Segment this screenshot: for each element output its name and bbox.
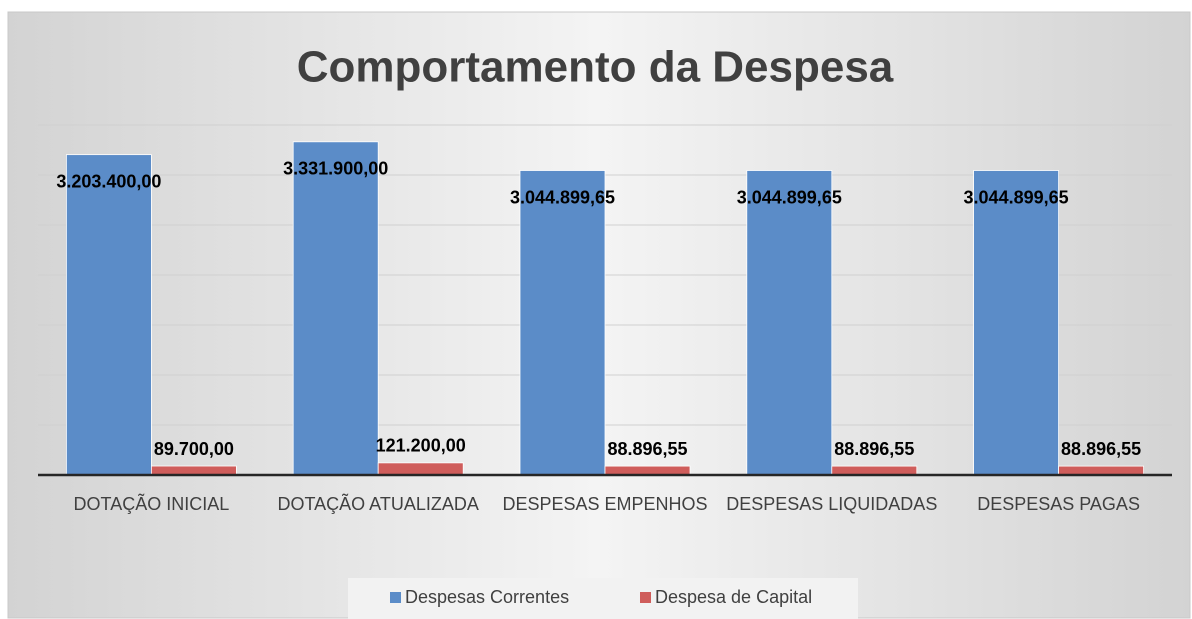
- bar: [604, 465, 691, 476]
- data-label: 3.044.899,65: [737, 187, 842, 207]
- x-tick-label: DESPESAS LIQUIDADAS: [726, 494, 937, 514]
- legend-box: [348, 578, 858, 619]
- legend-label: Despesa de Capital: [655, 587, 812, 607]
- bar: [746, 170, 833, 476]
- data-label: 3.044.899,65: [964, 187, 1069, 207]
- bar: [150, 465, 237, 476]
- bar: [831, 465, 918, 476]
- bar: [377, 462, 464, 476]
- legend-label: Despesas Correntes: [405, 587, 569, 607]
- data-label: 88.896,55: [834, 439, 914, 459]
- x-tick-label: DESPESAS EMPENHOS: [502, 494, 707, 514]
- data-label: 89.700,00: [154, 439, 234, 459]
- data-label: 3.331.900,00: [283, 159, 388, 179]
- x-tick-label: DOTAÇÃO INICIAL: [74, 493, 230, 514]
- bar: [973, 170, 1059, 476]
- data-label: 3.044.899,65: [510, 187, 615, 207]
- x-tick-label: DOTAÇÃO ATUALIZADA: [278, 493, 479, 514]
- bar: [292, 141, 379, 476]
- legend-swatch: [640, 592, 651, 603]
- data-label: 88.896,55: [1061, 439, 1141, 459]
- chart-title: Comportamento da Despesa: [297, 43, 894, 92]
- data-label: 88.896,55: [607, 439, 687, 459]
- bar: [1058, 465, 1144, 476]
- data-label: 3.203.400,00: [56, 171, 161, 191]
- legend-swatch: [390, 592, 401, 603]
- bar: [519, 170, 606, 476]
- data-label: 121.200,00: [376, 436, 466, 456]
- x-tick-label: DESPESAS PAGAS: [977, 494, 1140, 514]
- bar: [66, 154, 152, 476]
